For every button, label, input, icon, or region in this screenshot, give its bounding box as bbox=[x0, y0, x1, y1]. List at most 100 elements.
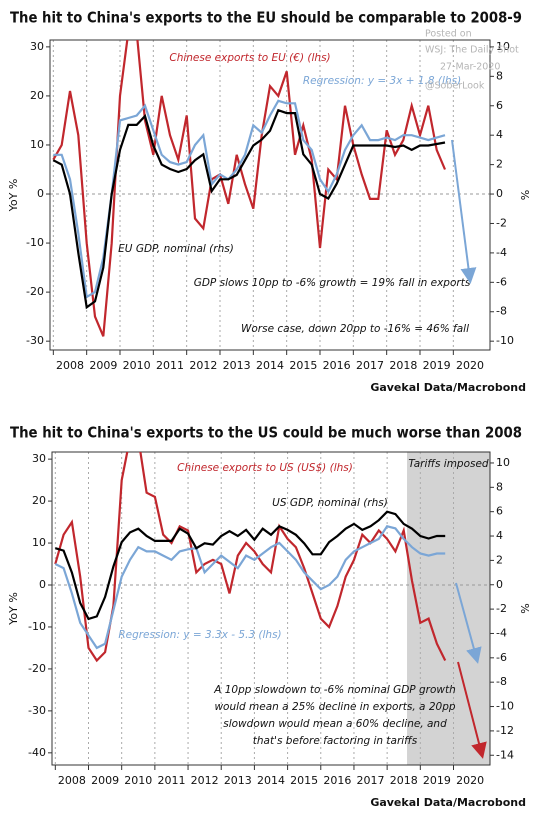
y2-tick-label: 8 bbox=[496, 480, 503, 493]
plot-frame bbox=[51, 451, 491, 766]
x-tick-label: 2015 bbox=[290, 774, 318, 787]
chart-title: The hit to China's exports to the EU sho… bbox=[10, 9, 522, 27]
x-tick-label: 2012 bbox=[191, 774, 219, 787]
y2-tick-label: -12 bbox=[496, 724, 514, 737]
x-tick-label: 2015 bbox=[289, 359, 317, 372]
y2-tick-label: -10 bbox=[496, 334, 514, 347]
annotation: Worse case, down 20pp to -16% = 46% fall bbox=[241, 323, 469, 335]
series-label: Regression: y = 3x + 1.8 (lhs) bbox=[303, 75, 461, 87]
y-tick-label: -20 bbox=[28, 662, 46, 675]
y2-tick-label: -6 bbox=[496, 651, 507, 664]
y2-tick-label: -8 bbox=[496, 305, 507, 318]
y-tick-label: 20 bbox=[30, 89, 44, 102]
y2-tick-label: 2 bbox=[496, 553, 503, 566]
plot-frame bbox=[49, 39, 491, 351]
x-tick-label: 2011 bbox=[157, 774, 185, 787]
x-tick-label: 2020 bbox=[456, 359, 484, 372]
y2-tick-label: 0 bbox=[496, 187, 503, 200]
x-tick-label: 2009 bbox=[89, 359, 117, 372]
watermark: @SoberLook bbox=[425, 81, 485, 92]
x-tick-label: 2010 bbox=[124, 774, 152, 787]
shaded-label: Tariffs imposed bbox=[408, 458, 489, 470]
y2-tick-label: 6 bbox=[496, 505, 503, 518]
annotation: would mean a 25% decline in exports, a 2… bbox=[214, 701, 455, 713]
x-tick-label: 2017 bbox=[356, 359, 384, 372]
y2-tick-label: 10 bbox=[496, 456, 510, 469]
x-tick-label: 2019 bbox=[423, 359, 451, 372]
y2-axis-title: % bbox=[519, 190, 532, 200]
y-tick-label: -10 bbox=[28, 620, 46, 633]
x-tick-label: 2020 bbox=[456, 774, 484, 787]
y-tick-label: 20 bbox=[32, 494, 46, 507]
y2-tick-label: -2 bbox=[496, 216, 507, 229]
series-label: US GDP, nominal (rhs) bbox=[272, 497, 388, 509]
y2-tick-label: -4 bbox=[496, 246, 507, 259]
y2-tick-label: 0 bbox=[496, 578, 503, 591]
annotation: that's before factoring in tariffs bbox=[253, 735, 418, 747]
x-tick-label: 2008 bbox=[58, 774, 86, 787]
x-tick-label: 2014 bbox=[257, 774, 285, 787]
y-tick-label: -20 bbox=[26, 285, 44, 298]
y-tick-label: 10 bbox=[32, 536, 46, 549]
y-tick-label: 30 bbox=[32, 452, 46, 465]
y-tick-label: 0 bbox=[39, 578, 46, 591]
x-tick-label: 2008 bbox=[56, 359, 84, 372]
projection-arrow bbox=[451, 139, 477, 284]
y2-tick-label: 4 bbox=[496, 128, 503, 141]
y2-tick-label: -10 bbox=[496, 700, 514, 713]
y-tick-label: 0 bbox=[37, 187, 44, 200]
y2-tick-label: -8 bbox=[496, 675, 507, 688]
series-line bbox=[54, 452, 447, 663]
y2-tick-label: 6 bbox=[496, 99, 503, 112]
y2-tick-label: -2 bbox=[496, 602, 507, 615]
y2-tick-label: -4 bbox=[496, 626, 507, 639]
y2-tick-label: 2 bbox=[496, 158, 503, 171]
y-tick-label: -10 bbox=[26, 236, 44, 249]
x-tick-label: 2012 bbox=[189, 359, 217, 372]
y-tick-label: 30 bbox=[30, 40, 44, 53]
watermark: Posted on bbox=[425, 29, 472, 40]
series-line bbox=[53, 99, 446, 299]
x-tick-label: 2016 bbox=[323, 359, 351, 372]
series-label: Regression: y = 3.3x - 5.3 (lhs) bbox=[118, 629, 281, 641]
x-tick-label: 2019 bbox=[423, 774, 451, 787]
watermark: WSJ: The Daily Shot bbox=[425, 45, 519, 56]
series-label: Chinese exports to US (US$) (lhs) bbox=[177, 462, 353, 474]
y-tick-label: -30 bbox=[26, 334, 44, 347]
y2-tick-label: -14 bbox=[496, 748, 514, 761]
shaded-region bbox=[407, 452, 490, 765]
y-tick-label: -40 bbox=[28, 746, 46, 759]
x-tick-label: 2017 bbox=[357, 774, 385, 787]
x-tick-label: 2018 bbox=[389, 359, 417, 372]
x-tick-label: 2014 bbox=[256, 359, 284, 372]
series-line bbox=[52, 40, 447, 337]
y2-tick-label: 10 bbox=[496, 40, 510, 53]
annotation: A 10pp slowdown to -6% nominal GDP growt… bbox=[213, 684, 456, 696]
series-line bbox=[54, 525, 446, 650]
y-tick-label: -30 bbox=[28, 704, 46, 717]
x-tick-label: 2010 bbox=[123, 359, 151, 372]
annotation: GDP slows 10pp to -6% growth = 19% fall … bbox=[194, 277, 471, 289]
source: Gavekal Data/Macrobond bbox=[370, 796, 526, 809]
y-axis-title: YoY % bbox=[7, 592, 20, 626]
series-line bbox=[54, 510, 446, 621]
x-tick-label: 2013 bbox=[223, 359, 251, 372]
y2-tick-label: -6 bbox=[496, 275, 507, 288]
x-tick-label: 2009 bbox=[91, 774, 119, 787]
projection-arrow bbox=[455, 582, 482, 664]
y2-axis-title: % bbox=[519, 603, 532, 613]
y-tick-label: 10 bbox=[30, 138, 44, 151]
series-label: EU GDP, nominal (rhs) bbox=[118, 243, 234, 255]
x-tick-label: 2011 bbox=[156, 359, 184, 372]
series-label: Chinese exports to EU (€) (lhs) bbox=[169, 52, 330, 64]
annotation: slowdown would mean a 60% decline, and bbox=[223, 718, 447, 730]
watermark: 27-Mar-2020 bbox=[440, 62, 500, 73]
projection-arrow bbox=[457, 661, 487, 759]
x-tick-label: 2013 bbox=[224, 774, 252, 787]
source: Gavekal Data/Macrobond bbox=[370, 381, 526, 394]
chart-title: The hit to China's exports to the US cou… bbox=[10, 424, 522, 442]
series-line bbox=[52, 108, 446, 310]
x-tick-label: 2016 bbox=[323, 774, 351, 787]
x-tick-label: 2018 bbox=[390, 774, 418, 787]
